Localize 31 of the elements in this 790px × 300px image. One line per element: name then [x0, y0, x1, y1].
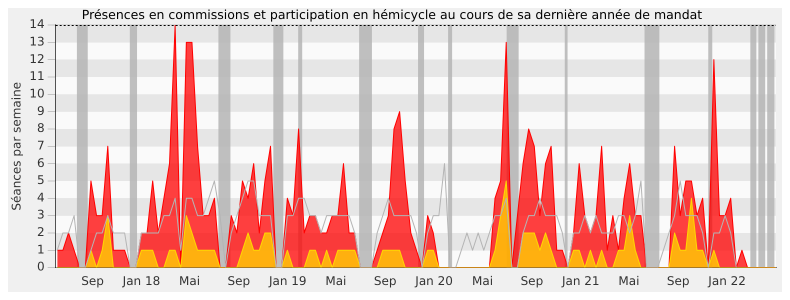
y-tick-label: 0	[37, 260, 45, 274]
chart-title: Présences en commissions et participation en hémicycle au cours de sa dernière année de mandat	[82, 6, 702, 22]
y-tick-label: 8	[37, 121, 45, 136]
x-tick-label: Mai	[325, 274, 346, 288]
x-tick-label: Mai	[472, 274, 494, 288]
y-tick-label: 3	[37, 208, 45, 222]
x-tick-label: Mai	[618, 274, 640, 288]
y-tick-label: 10	[29, 86, 45, 100]
x-tick-label: Jan 21	[560, 274, 600, 288]
x-tick-label: Sep	[228, 274, 250, 288]
x-tick-label: Jan 22	[707, 274, 746, 288]
x-tick-label: Jan 19	[268, 274, 307, 288]
x-tick-label: Sep	[374, 274, 396, 288]
y-tick-label: 6	[37, 156, 45, 170]
y-axis-title: Séances par semaine	[9, 82, 24, 211]
x-tick-label: Sep	[666, 274, 690, 288]
y-tick-label: 13	[29, 34, 45, 48]
x-tick-label: Sep	[520, 274, 544, 288]
y-tick-label: 5	[37, 173, 45, 188]
y-tick-label: 7	[37, 138, 45, 152]
x-tick-label: Sep	[81, 274, 104, 288]
y-tick-label: 9	[37, 104, 45, 118]
x-tick-label: Jan 20	[414, 274, 453, 288]
y-tick-label: 1	[37, 242, 45, 256]
y-tick-label: 4	[37, 190, 45, 204]
y-tick-label: 12	[29, 52, 45, 66]
x-tick-label: Mai	[179, 274, 200, 288]
y-tick-label: 11	[29, 69, 45, 84]
x-tick-label: Jan 18	[122, 274, 160, 288]
y-tick-label: 14	[29, 17, 45, 32]
y-tick-label: 2	[37, 225, 45, 240]
